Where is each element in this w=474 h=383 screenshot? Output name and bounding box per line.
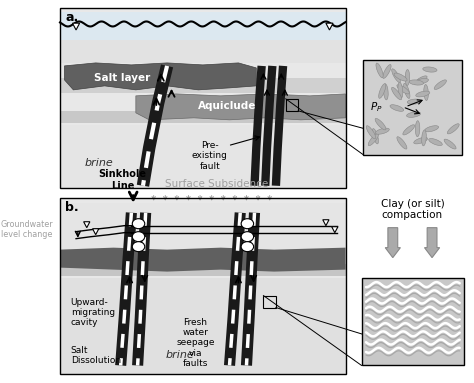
Polygon shape — [323, 220, 329, 226]
Bar — [362, 278, 464, 365]
Ellipse shape — [241, 232, 254, 242]
Bar — [60, 40, 346, 63]
Text: Aquiclude: Aquiclude — [198, 101, 256, 111]
Bar — [60, 278, 346, 375]
Ellipse shape — [375, 118, 386, 130]
Ellipse shape — [392, 87, 401, 100]
Ellipse shape — [366, 126, 375, 139]
Ellipse shape — [415, 121, 420, 137]
Bar — [60, 264, 346, 276]
Ellipse shape — [425, 126, 438, 132]
Bar — [60, 8, 346, 188]
Text: Surface Subsidence: Surface Subsidence — [164, 179, 268, 189]
Polygon shape — [83, 222, 90, 228]
Text: a.: a. — [65, 11, 79, 25]
Polygon shape — [73, 23, 80, 30]
Polygon shape — [60, 248, 346, 272]
Ellipse shape — [132, 242, 145, 252]
Text: brine: brine — [165, 350, 194, 360]
Ellipse shape — [375, 128, 389, 134]
Bar — [60, 198, 346, 375]
FancyArrow shape — [385, 228, 401, 258]
Bar — [60, 198, 346, 375]
Ellipse shape — [376, 63, 383, 78]
Ellipse shape — [394, 73, 407, 81]
Bar — [60, 8, 346, 188]
Text: $P_P$: $P_P$ — [370, 100, 382, 114]
Ellipse shape — [422, 130, 426, 146]
Ellipse shape — [397, 137, 407, 149]
Ellipse shape — [372, 129, 378, 144]
Ellipse shape — [398, 82, 403, 98]
Ellipse shape — [407, 99, 421, 104]
Ellipse shape — [416, 91, 430, 97]
Text: Upward-
migrating
cavity: Upward- migrating cavity — [71, 298, 115, 327]
Polygon shape — [92, 229, 99, 235]
Ellipse shape — [132, 219, 145, 229]
Bar — [264, 296, 276, 308]
Bar — [60, 111, 346, 123]
Polygon shape — [136, 94, 346, 120]
Ellipse shape — [241, 242, 254, 252]
Text: brine: brine — [85, 158, 114, 168]
Ellipse shape — [132, 232, 145, 242]
Polygon shape — [326, 23, 333, 30]
Text: Groundwater
level change: Groundwater level change — [0, 220, 53, 239]
Ellipse shape — [392, 69, 401, 82]
Ellipse shape — [390, 105, 404, 111]
Ellipse shape — [444, 139, 456, 149]
Bar — [60, 12, 346, 40]
Ellipse shape — [379, 83, 386, 98]
Text: Clay (or silt)
compaction: Clay (or silt) compaction — [381, 199, 444, 221]
Bar — [286, 99, 298, 111]
Text: Sinkhole
Line: Sinkhole Line — [99, 169, 146, 190]
Ellipse shape — [447, 124, 459, 134]
Text: Salt
Dissolution: Salt Dissolution — [71, 345, 121, 365]
Ellipse shape — [434, 80, 447, 90]
Text: Pre-
existing
fault: Pre- existing fault — [192, 141, 228, 171]
Ellipse shape — [414, 137, 428, 144]
Ellipse shape — [407, 112, 421, 117]
Ellipse shape — [383, 84, 388, 100]
FancyArrow shape — [425, 228, 440, 258]
Text: Salt layer: Salt layer — [94, 73, 150, 83]
Ellipse shape — [414, 76, 427, 85]
Ellipse shape — [414, 79, 428, 84]
Ellipse shape — [241, 219, 254, 229]
Bar — [60, 78, 346, 93]
Text: b.: b. — [65, 201, 79, 214]
Ellipse shape — [409, 80, 423, 85]
Bar — [60, 203, 346, 253]
Ellipse shape — [424, 85, 428, 100]
Bar — [60, 125, 346, 188]
Bar — [364, 60, 462, 155]
Ellipse shape — [403, 83, 410, 98]
Ellipse shape — [428, 139, 442, 146]
Ellipse shape — [383, 64, 391, 79]
Ellipse shape — [368, 134, 379, 146]
Polygon shape — [64, 63, 256, 90]
Polygon shape — [332, 227, 338, 232]
Text: Fresh
water
seepage
via
faults: Fresh water seepage via faults — [176, 318, 215, 368]
Ellipse shape — [403, 125, 415, 135]
Ellipse shape — [423, 67, 437, 72]
Ellipse shape — [405, 70, 410, 85]
Ellipse shape — [397, 85, 410, 94]
